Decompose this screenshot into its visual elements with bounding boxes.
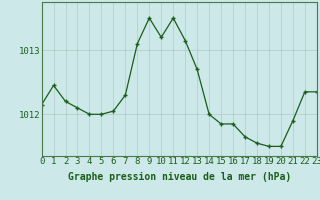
X-axis label: Graphe pression niveau de la mer (hPa): Graphe pression niveau de la mer (hPa) bbox=[68, 172, 291, 182]
